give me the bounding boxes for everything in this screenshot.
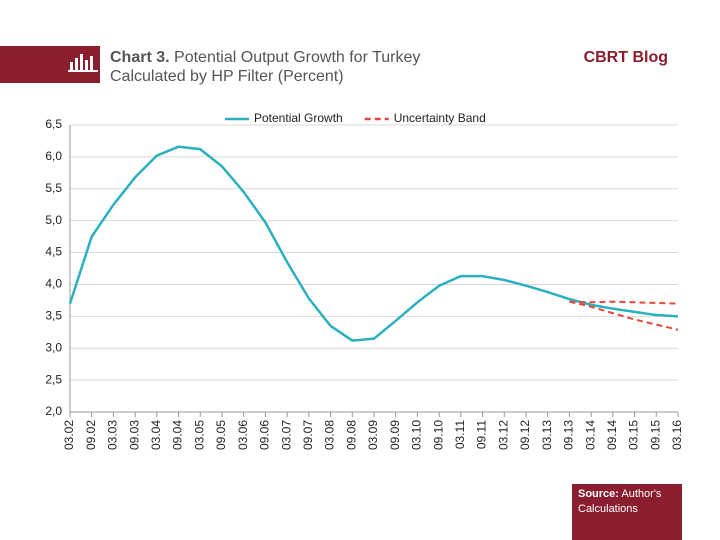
x-tick-label: 09.06	[258, 420, 272, 450]
source-text: Author's	[621, 488, 662, 500]
legend-label: Potential Growth	[254, 111, 343, 125]
source-box	[572, 484, 682, 540]
x-tick-label: 09.04	[171, 420, 185, 450]
x-tick-label: 09.08	[344, 420, 358, 450]
series-line	[68, 145, 679, 342]
x-tick-label: 03.05	[192, 420, 206, 450]
x-tick-label: 03.09	[366, 420, 380, 450]
y-tick-label: 6,5	[45, 117, 62, 131]
series-line	[569, 300, 679, 331]
x-tick-label: 09.14	[605, 420, 619, 450]
source-label: Source:	[578, 488, 619, 500]
y-tick-label: 2,0	[45, 404, 62, 418]
x-tick-label: 09.07	[301, 420, 315, 450]
x-tick-label: 03.07	[279, 420, 293, 450]
x-tick-label: 03.04	[149, 420, 163, 450]
y-tick-label: 2,5	[45, 372, 62, 386]
y-tick-label: 3,0	[45, 340, 62, 354]
legend-label: Uncertainty Band	[394, 111, 486, 125]
x-tick-label: 03.06	[236, 420, 250, 450]
title-line2: Calculated by HP Filter (Percent)	[110, 68, 344, 85]
x-tick-label: 03.11	[453, 420, 467, 449]
chart-title: Chart 3. Potential Output Growth for Tur…	[110, 49, 420, 66]
title-line1: Potential Output Growth for Turkey	[174, 49, 420, 66]
chart-icon	[68, 54, 98, 72]
y-tick-label: 4,0	[45, 277, 62, 291]
series-line	[569, 300, 679, 305]
y-tick-label: 6,0	[45, 149, 62, 163]
x-tick-label: 09.03	[127, 420, 141, 450]
y-tick-label: 3,5	[45, 309, 62, 323]
y-tick-label: 5,0	[45, 213, 62, 227]
x-tick-label: 09.10	[431, 420, 445, 450]
x-tick-label: 09.13	[562, 420, 576, 450]
x-tick-label: 03.02	[62, 420, 76, 450]
x-tick-label: 03.08	[323, 420, 337, 450]
x-tick-label: 09.12	[518, 420, 532, 450]
brand: CBRT Blog	[584, 49, 668, 66]
x-tick-label: 03.14	[583, 420, 597, 450]
x-tick-label: 09.11	[475, 420, 489, 449]
x-tick-label: 03.10	[410, 420, 424, 450]
y-tick-label: 4,5	[45, 245, 62, 259]
x-tick-label: 09.02	[84, 420, 98, 450]
y-tick-label: 5,5	[45, 181, 62, 195]
source: Source: Author's Calculations	[578, 488, 662, 515]
x-tick-label: 09.05	[214, 420, 228, 450]
x-tick-label: 03.15	[627, 420, 641, 450]
x-tick-label: 09.15	[648, 420, 662, 450]
x-tick-label: 09.09	[388, 420, 402, 450]
source-text-cont: Calculations	[578, 503, 638, 515]
x-tick-label: 03.16	[670, 420, 684, 450]
x-tick-label: 03.03	[106, 420, 120, 450]
x-tick-label: 03.13	[540, 420, 554, 450]
header-band	[0, 46, 100, 83]
x-tick-label: 03.12	[496, 420, 510, 450]
title-bold: Chart 3.	[110, 49, 170, 66]
